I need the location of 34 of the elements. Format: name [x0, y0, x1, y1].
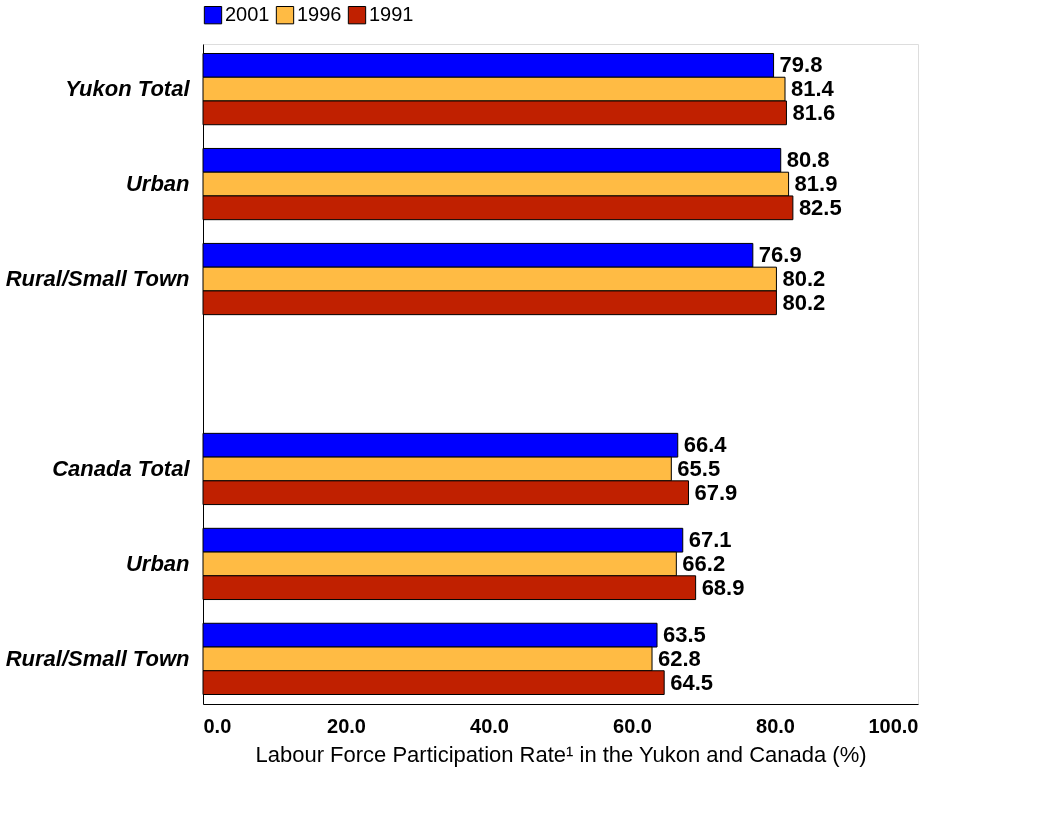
- x-tick-label: 0.0: [203, 714, 232, 737]
- data-label: 62.8: [658, 645, 701, 671]
- data-label: 63.5: [663, 622, 706, 648]
- x-tick-label: 60.0: [613, 714, 652, 737]
- data-label: 66.4: [683, 432, 728, 458]
- y-tick-label: Urban: [125, 171, 190, 197]
- x-tick-label: 20.0: [327, 714, 366, 737]
- y-tick-label: Rural/Small Town: [5, 645, 190, 671]
- data-label: 67.9: [694, 479, 738, 505]
- y-tick-label: Urban: [125, 550, 190, 576]
- data-label: 82.5: [798, 194, 842, 220]
- data-label: 65.5: [677, 455, 721, 481]
- data-label: 67.1: [688, 527, 732, 553]
- x-axis-title: Labour Force Participation Rate¹ in the Yukon and Canada (%): [255, 741, 867, 767]
- y-tick-label: Rural/Small Town: [5, 266, 190, 292]
- data-label: 81.4: [791, 76, 835, 102]
- data-label: 79.8: [779, 52, 823, 78]
- data-label: 64.5: [670, 669, 713, 695]
- data-label: 81.9: [794, 171, 838, 197]
- data-label: 80.8: [786, 147, 830, 173]
- x-tick-label: 80.0: [756, 714, 795, 737]
- y-tick-label: Canada Total: [52, 455, 191, 481]
- data-label: 81.6: [792, 99, 836, 125]
- data-label: 68.9: [701, 574, 745, 600]
- y-tick-label: Yukon Total: [65, 76, 191, 102]
- x-tick-label: 100.0: [868, 714, 919, 737]
- legend-label: 1991: [369, 3, 414, 26]
- data-label: 76.9: [758, 242, 802, 268]
- data-label: 80.2: [782, 289, 826, 315]
- legend-label: 1996: [297, 3, 342, 26]
- data-label: 80.2: [782, 266, 826, 292]
- legend-label: 2001: [225, 3, 270, 26]
- x-tick-label: 40.0: [470, 714, 509, 737]
- data-label: 66.2: [682, 550, 726, 576]
